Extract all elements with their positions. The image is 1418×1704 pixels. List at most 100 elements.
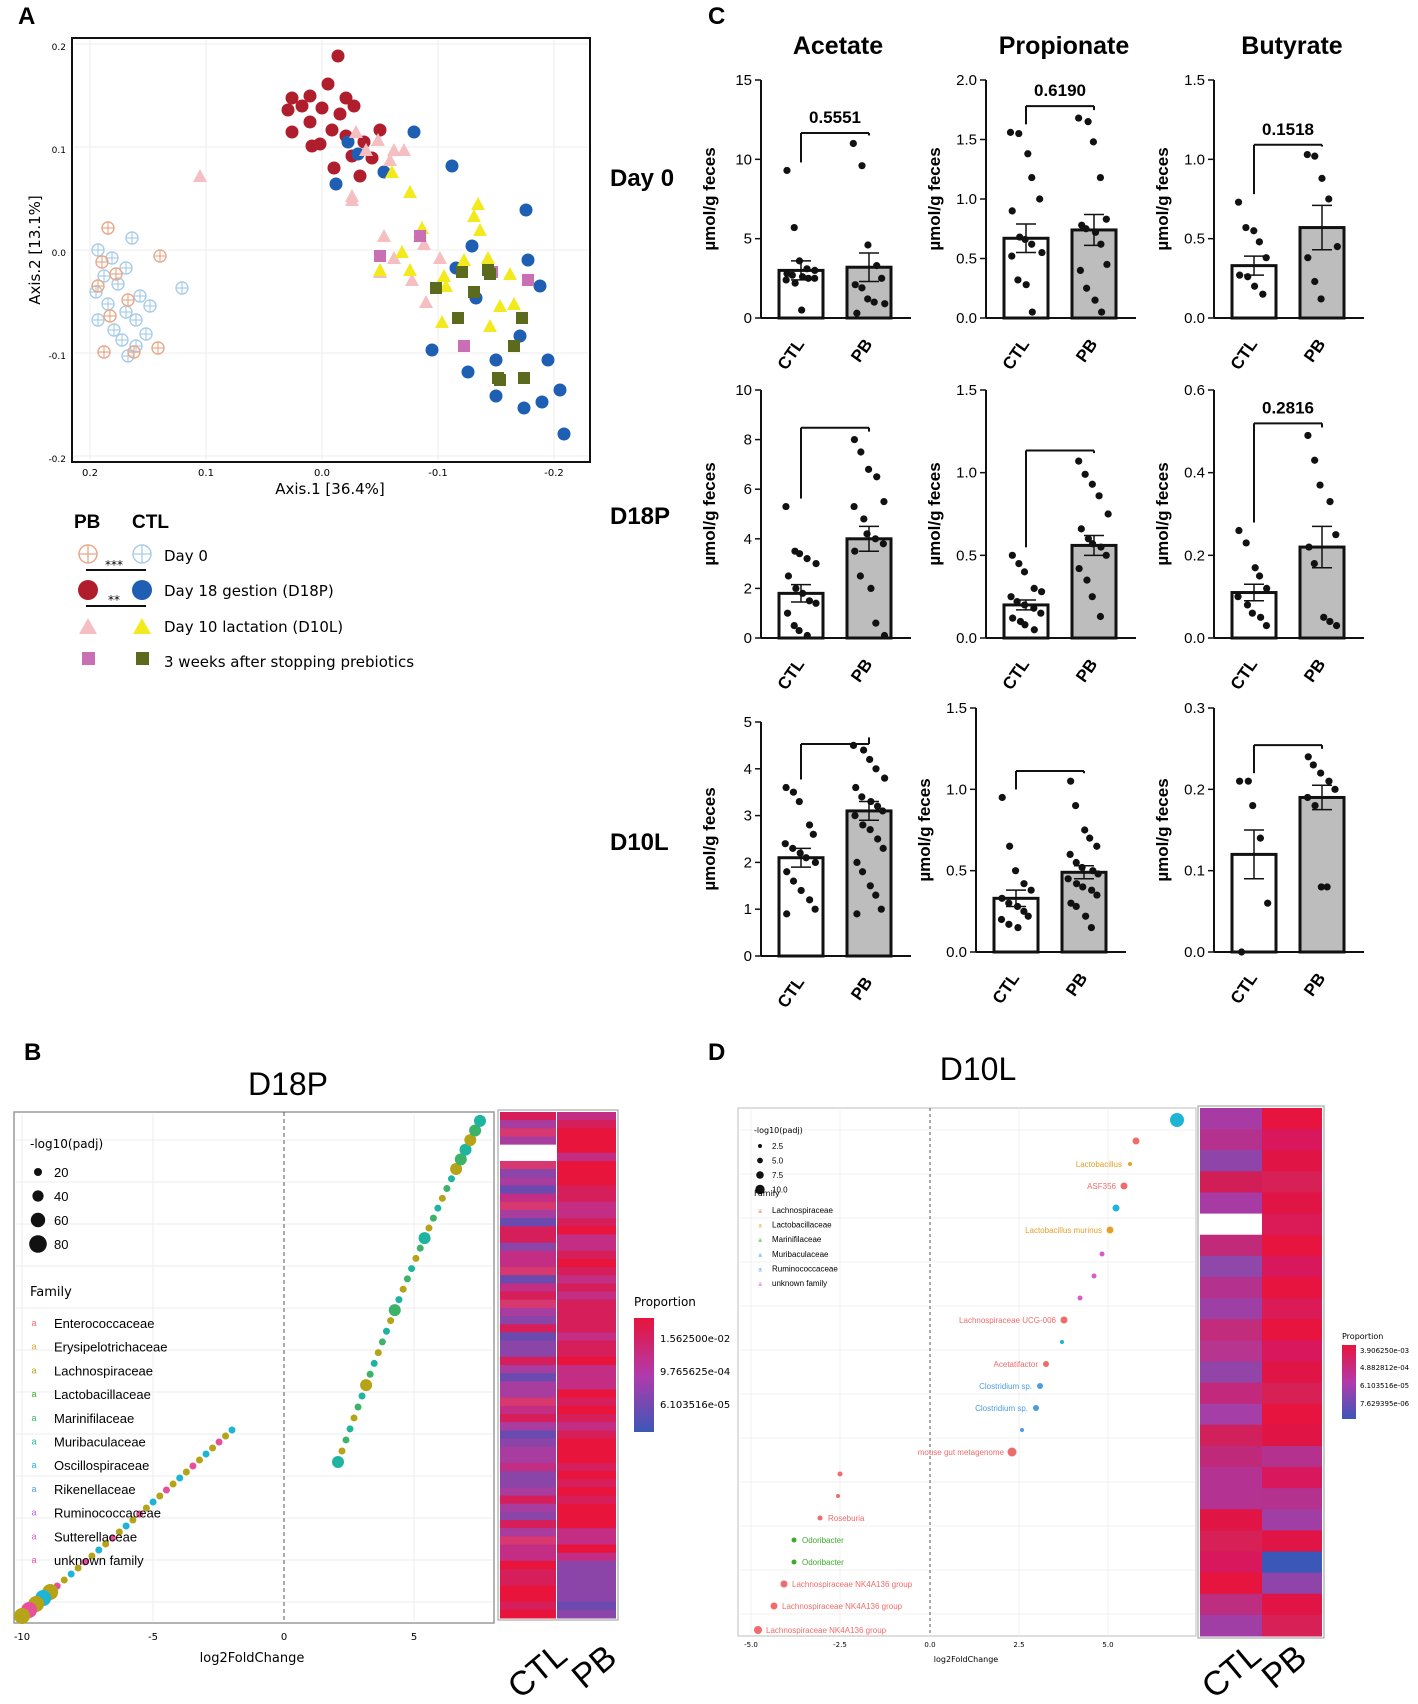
d18p-heatmap-cell bbox=[557, 1234, 616, 1244]
d10l-heatmap-cell bbox=[1200, 1551, 1262, 1574]
data-point bbox=[1083, 284, 1091, 292]
data-point bbox=[783, 910, 791, 918]
d18p-heatmap-cell bbox=[557, 1552, 616, 1562]
x-tick-label: PB bbox=[1062, 969, 1091, 999]
d18p-heatmap-cell bbox=[557, 1569, 616, 1578]
data-point bbox=[1304, 753, 1312, 761]
data-point bbox=[1332, 531, 1340, 539]
data-point bbox=[864, 465, 873, 473]
d18p-point bbox=[60, 1576, 68, 1584]
data-point bbox=[1304, 431, 1312, 440]
data-point bbox=[1248, 609, 1256, 617]
d10l-heatmap-cell bbox=[1262, 1572, 1322, 1595]
d18p-heatmap-cell bbox=[500, 1365, 556, 1374]
d10l-point bbox=[791, 1559, 797, 1565]
scfa-chart: 0.0 0.2 0.4 0.6 µmol/g feces CTL PB 0.2816 bbox=[1153, 382, 1364, 693]
pcoa-xlabel: Axis.1 [36.4%] bbox=[275, 480, 385, 498]
y-axis-label: µmol/g feces bbox=[915, 778, 934, 881]
pcoa-ytick: 0.0 bbox=[52, 249, 67, 259]
pcoa-point bbox=[357, 135, 371, 149]
d18p-heatmap-cell bbox=[500, 1307, 556, 1317]
y-tick-label: 0.5 bbox=[1184, 231, 1205, 248]
pcoa-plot: 0.2 0.1 0.0 -0.1 -0.2 0.2 0.1 0.0 -0.1 -… bbox=[26, 37, 591, 498]
data-point bbox=[857, 448, 865, 456]
scfa-chart: 0.0 0.5 1.0 1.5 µmol/g feces CTL PB bbox=[915, 700, 1126, 1007]
pcoa-point bbox=[385, 165, 399, 178]
d18p-heatmap-cell bbox=[500, 1209, 556, 1219]
d18p-heatmap-legend-value: 9.765625e-04 bbox=[660, 1367, 730, 1378]
pcoa-point bbox=[452, 312, 464, 324]
data-point bbox=[998, 793, 1006, 802]
d18p-heatmap-cell bbox=[500, 1413, 556, 1423]
legend-group-pb: PB bbox=[74, 512, 100, 533]
pcoa-point bbox=[535, 395, 549, 409]
d18p-point bbox=[438, 1194, 446, 1202]
d18p-point bbox=[366, 1370, 374, 1378]
data-point bbox=[858, 162, 866, 170]
d18p-heatmap-cell bbox=[557, 1112, 616, 1121]
data-point bbox=[784, 572, 793, 580]
d18p-point bbox=[149, 1498, 157, 1506]
d18p-heatmap-cell bbox=[557, 1601, 616, 1611]
d18p-heatmap-cell bbox=[500, 1332, 556, 1342]
y-tick-label: 1.5 bbox=[956, 132, 977, 149]
y-tick-label: 0.6 bbox=[1184, 382, 1205, 399]
data-point bbox=[1325, 777, 1333, 785]
d18p-point bbox=[95, 1546, 103, 1554]
y-tick-label: 1.0 bbox=[956, 465, 977, 482]
pcoa-ytick: -0.1 bbox=[48, 352, 66, 362]
d18p-grid bbox=[16, 1114, 492, 1621]
d18p-heatmap-cell bbox=[500, 1422, 556, 1431]
d10l-heatmap-cell bbox=[1200, 1171, 1262, 1193]
d18p-point bbox=[14, 1608, 30, 1624]
data-point bbox=[1091, 228, 1100, 236]
d18p-heatmap-cell bbox=[500, 1112, 556, 1121]
data-point bbox=[1082, 225, 1090, 233]
d18p-heatmap-legend-value: 1.562500e-02 bbox=[660, 1334, 730, 1345]
y-tick-label: 1 bbox=[744, 901, 752, 918]
d10l-point bbox=[1007, 1447, 1017, 1457]
data-point bbox=[1075, 114, 1083, 122]
d18p-heatmap-cell bbox=[500, 1299, 556, 1309]
d18p-family-legend-label: Enterococcaceae bbox=[54, 1316, 154, 1331]
d18p-size-legend-dot bbox=[30, 1212, 46, 1228]
data-point bbox=[1305, 543, 1313, 551]
pcoa-point bbox=[325, 123, 339, 137]
x-tick-label: PB bbox=[1072, 655, 1101, 685]
pcoa-point bbox=[395, 245, 409, 258]
d18p-heatmap-cell bbox=[557, 1593, 616, 1603]
data-point bbox=[1087, 924, 1095, 932]
data-point bbox=[852, 783, 860, 792]
d18p-point bbox=[115, 1528, 123, 1536]
data-point bbox=[812, 560, 820, 568]
d18p-family-legend-label: Rikenellaceae bbox=[54, 1482, 136, 1497]
d18p-heatmap-cell bbox=[500, 1340, 556, 1350]
d18p-xtick: 5 bbox=[411, 1632, 417, 1643]
d10l-size-legend-dot bbox=[756, 1171, 764, 1179]
d18p-point bbox=[74, 1564, 82, 1572]
data-point bbox=[1064, 875, 1072, 883]
d10l-heatmap-cell bbox=[1262, 1255, 1322, 1278]
d10l-point bbox=[791, 1537, 797, 1543]
pcoa-point bbox=[327, 161, 341, 175]
data-point bbox=[1244, 273, 1252, 281]
d18p-family-legend-key: a bbox=[31, 1460, 36, 1470]
data-point bbox=[1097, 543, 1105, 551]
data-point bbox=[1072, 880, 1081, 888]
data-point bbox=[1304, 793, 1312, 802]
d10l-heatmap-cell bbox=[1262, 1467, 1322, 1489]
pcoa-point bbox=[522, 274, 534, 286]
data-point bbox=[803, 555, 811, 563]
d18p-family-legend-key: a bbox=[31, 1484, 36, 1494]
data-point bbox=[873, 802, 882, 810]
data-point bbox=[795, 626, 803, 635]
d10l-family-legend-label: Marinifilaceae bbox=[772, 1235, 822, 1244]
data-point bbox=[783, 166, 791, 175]
pcoa-xticks: 0.2 0.1 0.0 -0.1 -0.2 bbox=[82, 468, 564, 479]
d18p-point bbox=[156, 1492, 164, 1500]
d10l-heatmap-cell bbox=[1262, 1403, 1322, 1426]
d18p-point bbox=[459, 1143, 472, 1156]
y-tick-label: 1.5 bbox=[1184, 72, 1205, 89]
data-point bbox=[1103, 260, 1111, 269]
data-point bbox=[1088, 886, 1096, 894]
